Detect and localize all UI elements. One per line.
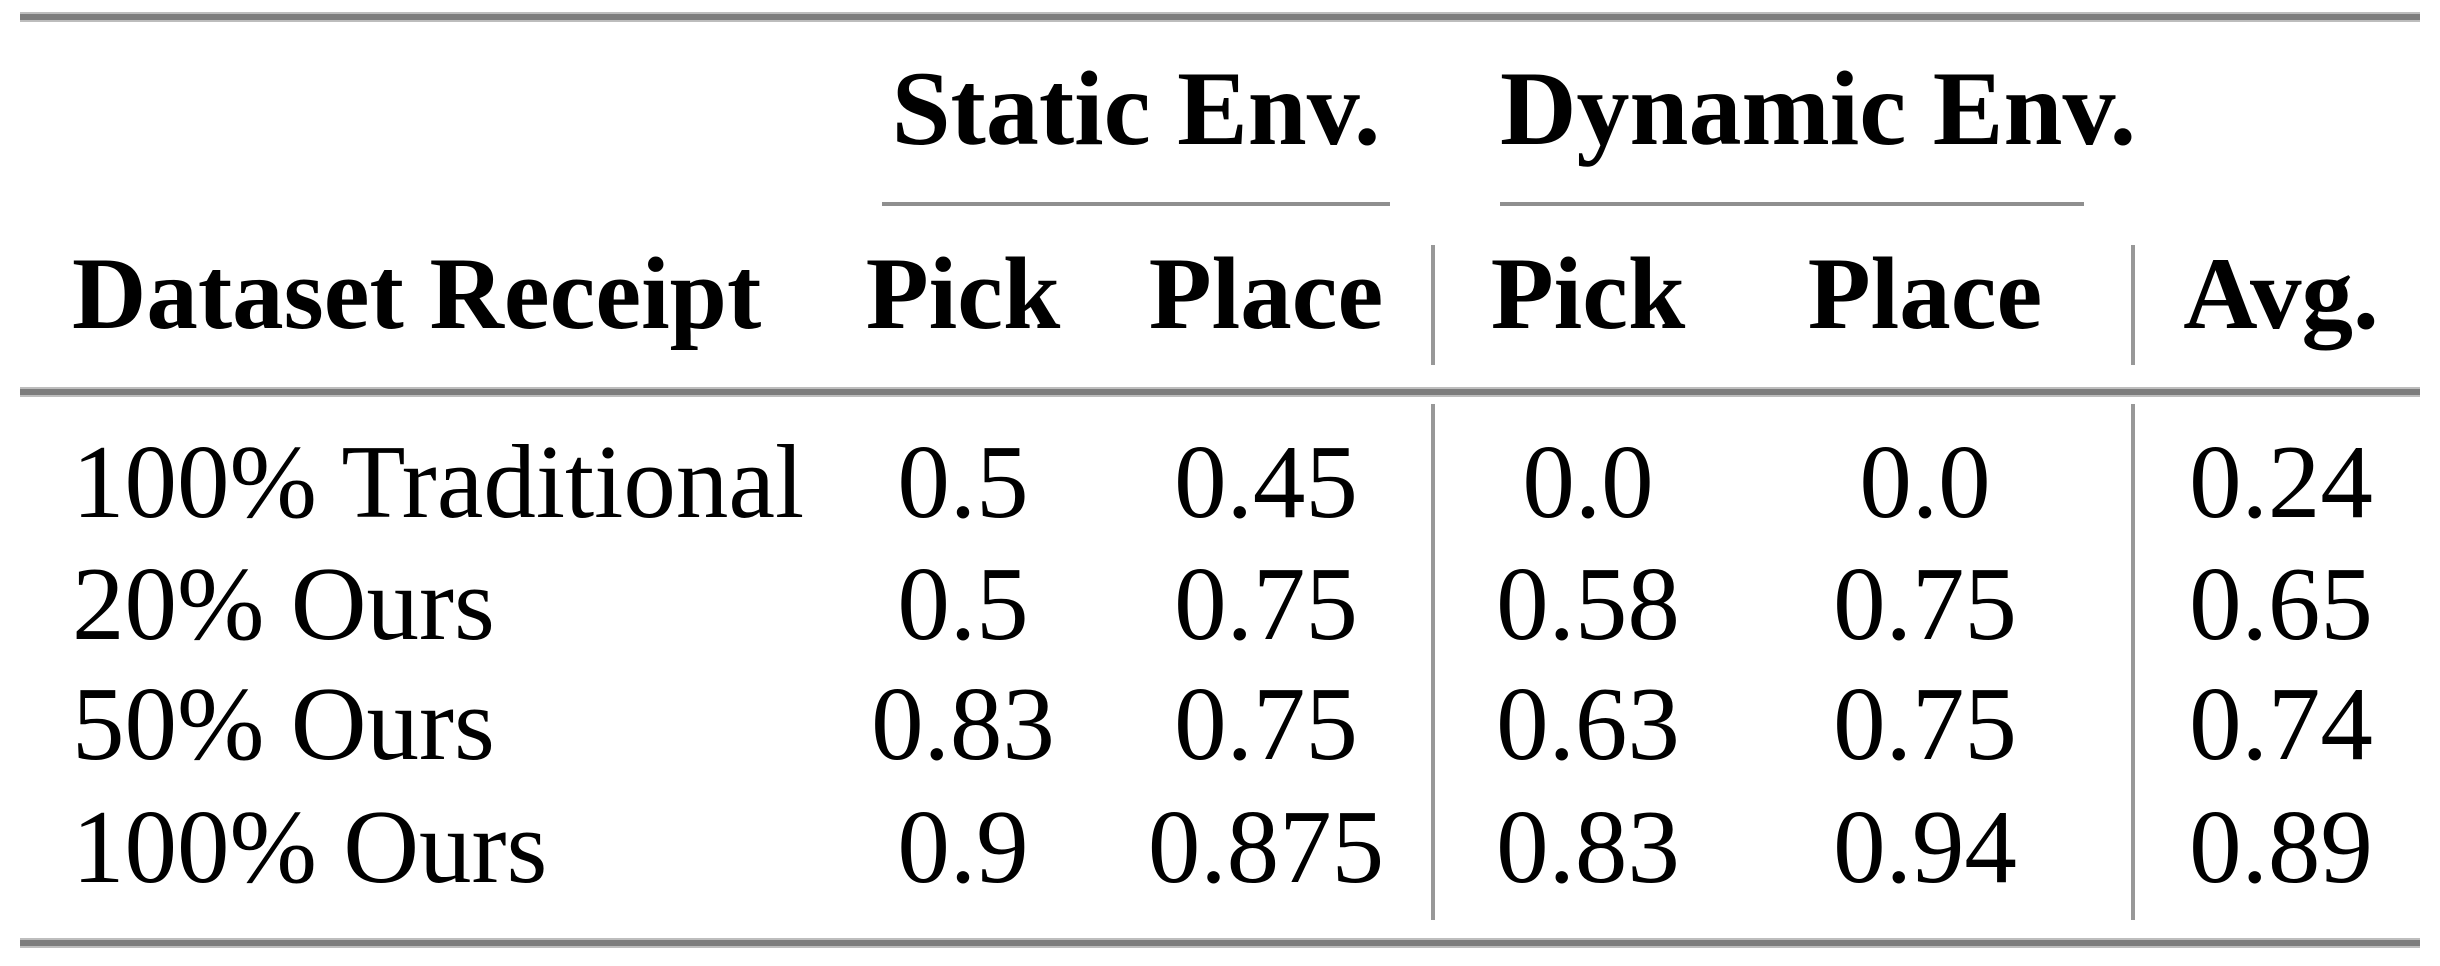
table-row: 100% Traditional 0.5 0.45 0.0 0.0 0.24	[0, 429, 2440, 549]
header-dataset-receipt: Dataset Receipt	[72, 237, 762, 351]
header-static-place: Place	[1148, 237, 1384, 351]
table-row: 50% Ours 0.83 0.75 0.63 0.75 0.74	[0, 671, 2440, 791]
header-static-pick: Pick	[865, 237, 1061, 351]
row-label: 100% Ours	[72, 788, 548, 905]
cell-avg: 0.74	[2189, 665, 2373, 782]
cell-dynamic-pick: 0.58	[1496, 545, 1680, 662]
column-divider-header-1	[1431, 245, 1435, 365]
cell-static-place: 0.75	[1174, 665, 1358, 782]
cell-static-pick: 0.9	[897, 788, 1029, 905]
header-dynamic-pick: Pick	[1490, 237, 1686, 351]
row-label: 50% Ours	[72, 665, 495, 782]
cell-dynamic-place: 0.0	[1859, 423, 1991, 540]
bottom-rule	[20, 938, 2420, 948]
cell-dynamic-place: 0.75	[1833, 665, 2017, 782]
column-group-header-static: Static Env.	[891, 50, 1381, 167]
cell-static-pick: 0.5	[897, 423, 1029, 540]
header-body-rule	[20, 387, 2420, 397]
cell-avg: 0.89	[2189, 788, 2373, 905]
top-rule	[20, 12, 2420, 22]
header-avg: Avg.	[2183, 237, 2379, 351]
static-group-underline	[882, 202, 1390, 206]
column-divider-header-2	[2131, 245, 2135, 365]
cell-dynamic-pick: 0.0	[1522, 423, 1654, 540]
column-divider-body-1	[1431, 404, 1435, 920]
table-row: 100% Ours 0.9 0.875 0.83 0.94 0.89	[0, 794, 2440, 914]
cell-static-place: 0.45	[1174, 423, 1358, 540]
table-row: 20% Ours 0.5 0.75 0.58 0.75 0.65	[0, 551, 2440, 671]
cell-avg: 0.24	[2189, 423, 2373, 540]
cell-avg: 0.65	[2189, 545, 2373, 662]
cell-static-pick: 0.83	[871, 665, 1055, 782]
cell-dynamic-place: 0.75	[1833, 545, 2017, 662]
cell-static-place: 0.875	[1147, 788, 1385, 905]
cell-dynamic-pick: 0.83	[1496, 788, 1680, 905]
cell-static-place: 0.75	[1174, 545, 1358, 662]
row-label: 20% Ours	[72, 545, 495, 662]
column-divider-body-2	[2131, 404, 2135, 920]
column-group-header-dynamic: Dynamic Env.	[1500, 50, 2137, 167]
cell-dynamic-place: 0.94	[1833, 788, 2017, 905]
cell-dynamic-pick: 0.63	[1496, 665, 1680, 782]
cell-static-pick: 0.5	[897, 545, 1029, 662]
row-label: 100% Traditional	[72, 423, 805, 540]
header-dynamic-place: Place	[1807, 237, 2043, 351]
dynamic-group-underline	[1500, 202, 2084, 206]
